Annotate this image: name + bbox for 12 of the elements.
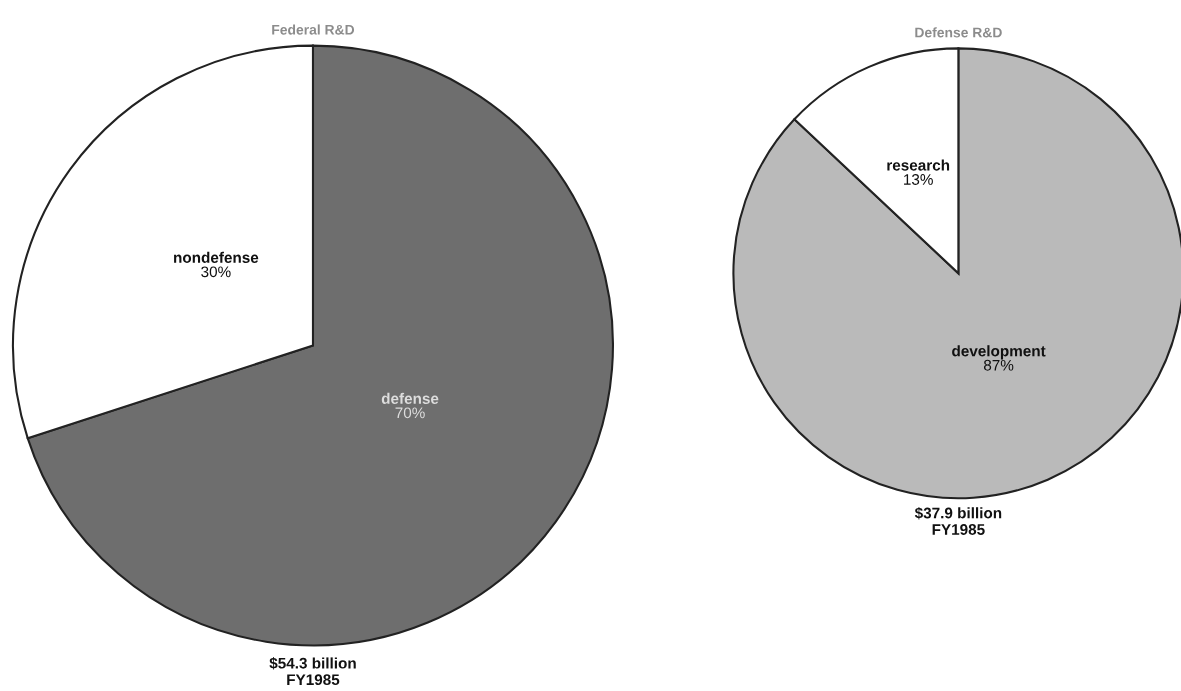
text: $54.3 billion FY1985: [269, 657, 356, 686]
data-label: 87%: [983, 359, 1014, 371]
chart-title: Defense R&D: [915, 27, 1002, 38]
chart-title: Federal R&D: [272, 24, 355, 35]
slice-label: development: [952, 345, 1046, 360]
slice-label: research: [887, 159, 950, 171]
data-label: 13%: [904, 174, 933, 185]
slice-label: nondefense: [174, 251, 259, 263]
text: $37.9 billion FY1985: [914, 506, 1002, 535]
data-label: 30%: [201, 266, 231, 278]
slice-label: defense: [381, 392, 439, 404]
data-label: 70%: [395, 407, 425, 419]
